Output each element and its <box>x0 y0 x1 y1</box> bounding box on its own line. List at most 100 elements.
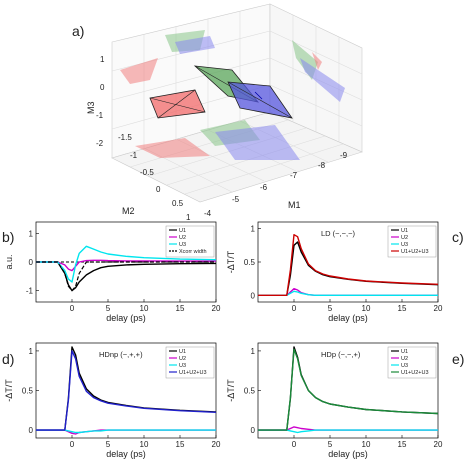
y-axis-label: -ΔT/T <box>226 379 236 402</box>
z-tick: 0 <box>100 83 105 92</box>
legend-box <box>165 346 215 379</box>
series-line-u1 <box>36 261 217 292</box>
legend-entry: U1+U2+U3 <box>401 249 429 255</box>
legend-box <box>387 225 437 258</box>
y-axis-label: M2 <box>122 206 135 216</box>
panel-a-projections <box>120 30 345 160</box>
y-tick-label: 0 <box>251 426 256 435</box>
x-tick: -8 <box>318 161 326 170</box>
legend-entry: U1 <box>401 228 408 234</box>
panel-title: HDnp (−,+,+) <box>99 350 143 359</box>
y-tick-label: 1 <box>29 229 34 238</box>
legend-box <box>387 346 437 379</box>
x-tick: -6 <box>260 183 268 192</box>
y-tick-label: 0 <box>29 258 34 267</box>
y-tick-label: 0.5 <box>22 387 34 396</box>
y-tick-label: 1 <box>251 347 256 356</box>
legend-entry: U2 <box>179 235 186 241</box>
z-tick: 1 <box>100 55 105 64</box>
series-line-u2 <box>258 288 438 296</box>
x-tick: -9 <box>340 151 348 160</box>
y-tick: 1 <box>186 213 191 222</box>
y-tick-label: 0 <box>251 291 256 300</box>
z-axis-label: M3 <box>86 101 96 114</box>
legend-entry: U1 <box>401 349 408 355</box>
x-axis-label: delay (ps) <box>328 313 368 323</box>
x-axis-label: M1 <box>288 200 301 210</box>
legend-entry: U3 <box>179 363 186 369</box>
x-tick-label: 5 <box>328 304 333 313</box>
y-tick-label: 0.5 <box>244 258 256 267</box>
y-tick: -0.5 <box>140 168 154 177</box>
legend-box <box>165 225 215 258</box>
x-tick-label: 5 <box>106 440 111 449</box>
x-tick-label: 15 <box>398 440 407 449</box>
x-tick-label: 20 <box>434 304 443 313</box>
y-axis-label: -ΔT/T <box>226 250 236 273</box>
y-tick-label: 1 <box>29 347 34 356</box>
legend-entry: U3 <box>401 242 408 248</box>
panel-a-z-ticks: 1 0 -1 -2 M3 <box>86 55 105 148</box>
y-tick-label: -1 <box>26 287 34 296</box>
series-line-u1-u2-u3 <box>36 350 217 431</box>
legend-entry: U2 <box>401 356 408 362</box>
panel-e-plot: 0 5 10 15 20 1 0.5 0 delay (ps) -ΔT/T HDp (−,−,+) U… <box>226 342 443 459</box>
y-axis-label: -ΔT/T <box>4 379 14 402</box>
series-line-u3 <box>36 429 216 434</box>
x-tick-label: 10 <box>362 440 371 449</box>
x-tick-label: 20 <box>212 440 221 449</box>
legend-entry: U1 <box>179 228 186 234</box>
series-line-u3 <box>258 429 438 434</box>
panel-d-plot: 0 5 10 15 20 1 0.5 0 delay (ps) -ΔT/T HDnp (−,+,+)… <box>4 342 221 459</box>
legend-entry: U3 <box>179 242 186 248</box>
y-tick-label: 1 <box>251 225 256 234</box>
panel-label-a: a) <box>72 23 84 39</box>
x-axis-label: delay (ps) <box>106 313 146 323</box>
legend-entry: U1+U2+U3 <box>401 370 429 376</box>
panel-c-plot: 0 5 10 15 20 1 0.5 0 delay (ps) -ΔT/T LD (−,−,−) U1… <box>226 221 443 323</box>
y-tick-label: 0.5 <box>244 387 256 396</box>
legend-entry: Xcorr width <box>179 249 207 255</box>
x-tick-label: 10 <box>140 304 149 313</box>
x-tick-label: 0 <box>70 440 75 449</box>
y-tick: -1.5 <box>118 133 132 142</box>
series-line-xcorr-width <box>36 261 216 292</box>
z-tick: -2 <box>96 139 104 148</box>
panel-label-e: e) <box>452 351 464 367</box>
panel-label-b: b) <box>2 229 14 245</box>
y-tick-label: 0 <box>29 426 34 435</box>
x-tick-label: 20 <box>212 304 221 313</box>
x-tick-label: 5 <box>106 304 111 313</box>
x-tick-label: 0 <box>292 304 297 313</box>
legend-entry: U1+U2+U3 <box>179 370 207 376</box>
legend-entry: U2 <box>179 356 186 362</box>
y-tick: -1 <box>130 151 138 160</box>
legend-entry: U1 <box>179 349 186 355</box>
panel-a-x-ticks: -4 -5 -6 -7 -8 -9 M1 <box>204 151 348 218</box>
legend-entry: U3 <box>401 363 408 369</box>
panel-a-shapes <box>149 65 293 119</box>
x-tick: -7 <box>290 171 298 180</box>
series-line-u3 <box>258 290 438 296</box>
series-line-u3 <box>36 245 217 283</box>
panel-label-c: c) <box>452 229 464 245</box>
x-axis-label: delay (ps) <box>328 449 368 459</box>
x-tick-label: 15 <box>398 304 407 313</box>
panel-title: LD (−,−,−) <box>321 229 355 238</box>
panel-title: HDp (−,−,+) <box>321 350 361 359</box>
series-line-u1-u2-u3 <box>258 233 439 296</box>
x-tick-label: 0 <box>292 440 297 449</box>
x-tick-label: 15 <box>176 440 185 449</box>
x-tick-label: 0 <box>70 304 75 313</box>
x-tick-label: 5 <box>328 440 333 449</box>
y-tick: 0 <box>156 185 161 194</box>
x-tick-label: 10 <box>140 440 149 449</box>
y-axis-label: a.u. <box>4 254 14 269</box>
x-tick-label: 20 <box>434 440 443 449</box>
y-tick: 0.5 <box>172 199 184 208</box>
panel-a-y-ticks: -1.5 -1 -0.5 0 0.5 1 M2 <box>118 133 191 222</box>
x-tick: -4 <box>204 209 212 218</box>
x-tick-label: 10 <box>362 304 371 313</box>
